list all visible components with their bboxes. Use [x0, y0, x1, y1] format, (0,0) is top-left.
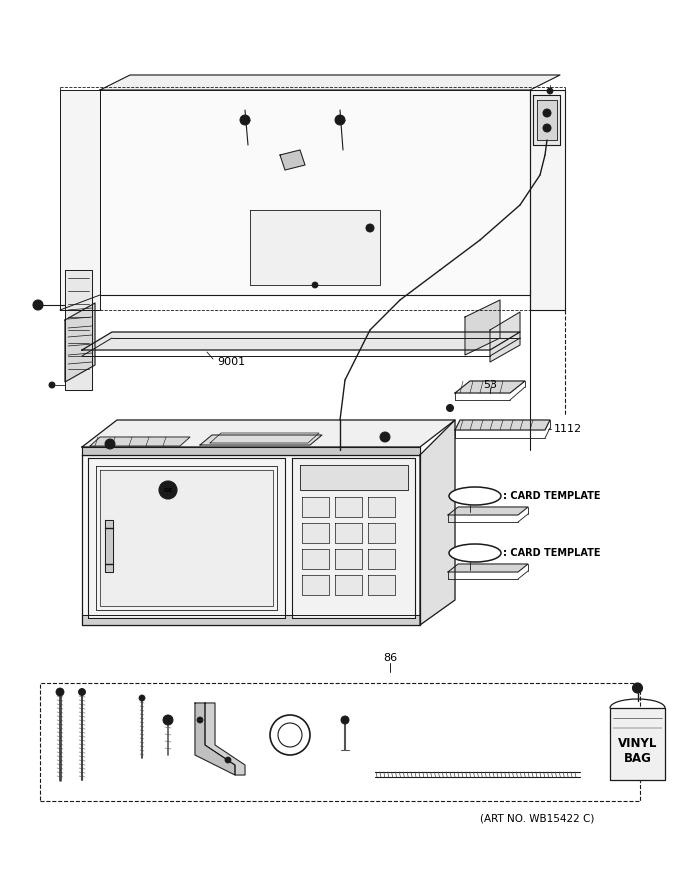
Circle shape: [159, 481, 177, 499]
Text: 1112: 1112: [554, 424, 582, 434]
Polygon shape: [302, 497, 329, 517]
Ellipse shape: [449, 487, 501, 505]
Polygon shape: [302, 523, 329, 543]
Text: MBM4: MBM4: [460, 492, 491, 501]
Ellipse shape: [449, 544, 501, 562]
Text: (ART NO. WB15422 C): (ART NO. WB15422 C): [480, 813, 594, 823]
Circle shape: [36, 303, 40, 307]
Polygon shape: [100, 470, 273, 606]
Circle shape: [105, 439, 115, 449]
Polygon shape: [82, 420, 455, 447]
Circle shape: [78, 688, 86, 695]
Polygon shape: [533, 95, 560, 145]
Text: : CARD TEMPLATE: : CARD TEMPLATE: [503, 491, 600, 501]
Polygon shape: [368, 523, 395, 543]
Polygon shape: [82, 455, 420, 625]
Polygon shape: [368, 497, 395, 517]
Polygon shape: [335, 523, 362, 543]
Circle shape: [108, 442, 112, 446]
Bar: [40, 683, 640, 801]
Circle shape: [139, 695, 145, 701]
Polygon shape: [205, 703, 245, 775]
Polygon shape: [368, 575, 395, 595]
Circle shape: [197, 717, 203, 723]
Polygon shape: [100, 75, 560, 90]
Text: GE: GE: [163, 488, 173, 493]
Polygon shape: [195, 703, 235, 775]
Polygon shape: [335, 575, 362, 595]
Polygon shape: [300, 465, 408, 490]
Polygon shape: [530, 90, 565, 310]
Text: : CARD TEMPLATE: : CARD TEMPLATE: [503, 548, 600, 558]
Polygon shape: [420, 420, 455, 625]
Polygon shape: [448, 507, 528, 515]
Circle shape: [366, 224, 374, 232]
Circle shape: [447, 405, 454, 412]
Circle shape: [543, 109, 551, 117]
Polygon shape: [455, 420, 550, 430]
Polygon shape: [280, 150, 305, 170]
Polygon shape: [250, 210, 380, 285]
Polygon shape: [455, 381, 525, 393]
Circle shape: [369, 226, 371, 230]
Polygon shape: [285, 708, 295, 715]
Polygon shape: [60, 90, 100, 310]
Polygon shape: [490, 312, 520, 362]
Polygon shape: [82, 447, 420, 455]
Text: 9001: 9001: [217, 357, 245, 367]
Polygon shape: [302, 549, 329, 569]
Circle shape: [56, 688, 64, 696]
Circle shape: [33, 300, 43, 310]
Polygon shape: [335, 549, 362, 569]
Circle shape: [383, 435, 387, 439]
Polygon shape: [88, 458, 285, 618]
Circle shape: [225, 757, 231, 763]
Text: MBM5: MBM5: [460, 548, 490, 558]
Polygon shape: [465, 300, 500, 355]
Polygon shape: [65, 303, 95, 382]
Circle shape: [341, 716, 349, 724]
Polygon shape: [368, 549, 395, 569]
Polygon shape: [302, 575, 329, 595]
Polygon shape: [65, 270, 92, 390]
Polygon shape: [90, 437, 190, 446]
Polygon shape: [82, 615, 420, 625]
Text: 86: 86: [383, 653, 397, 663]
Circle shape: [312, 282, 318, 288]
Polygon shape: [335, 497, 362, 517]
Circle shape: [543, 124, 551, 132]
Polygon shape: [537, 100, 557, 140]
Circle shape: [240, 115, 250, 125]
Polygon shape: [448, 564, 528, 572]
Polygon shape: [610, 708, 665, 780]
Circle shape: [547, 88, 553, 94]
Circle shape: [380, 432, 390, 442]
Polygon shape: [105, 520, 113, 572]
Circle shape: [335, 115, 345, 125]
Circle shape: [632, 683, 643, 693]
Polygon shape: [82, 332, 520, 350]
Text: VINYL
BAG: VINYL BAG: [618, 737, 657, 765]
Polygon shape: [200, 435, 322, 445]
Circle shape: [163, 715, 173, 725]
Polygon shape: [100, 90, 530, 295]
Polygon shape: [292, 458, 415, 618]
Circle shape: [49, 382, 55, 388]
Text: 53: 53: [483, 380, 497, 390]
